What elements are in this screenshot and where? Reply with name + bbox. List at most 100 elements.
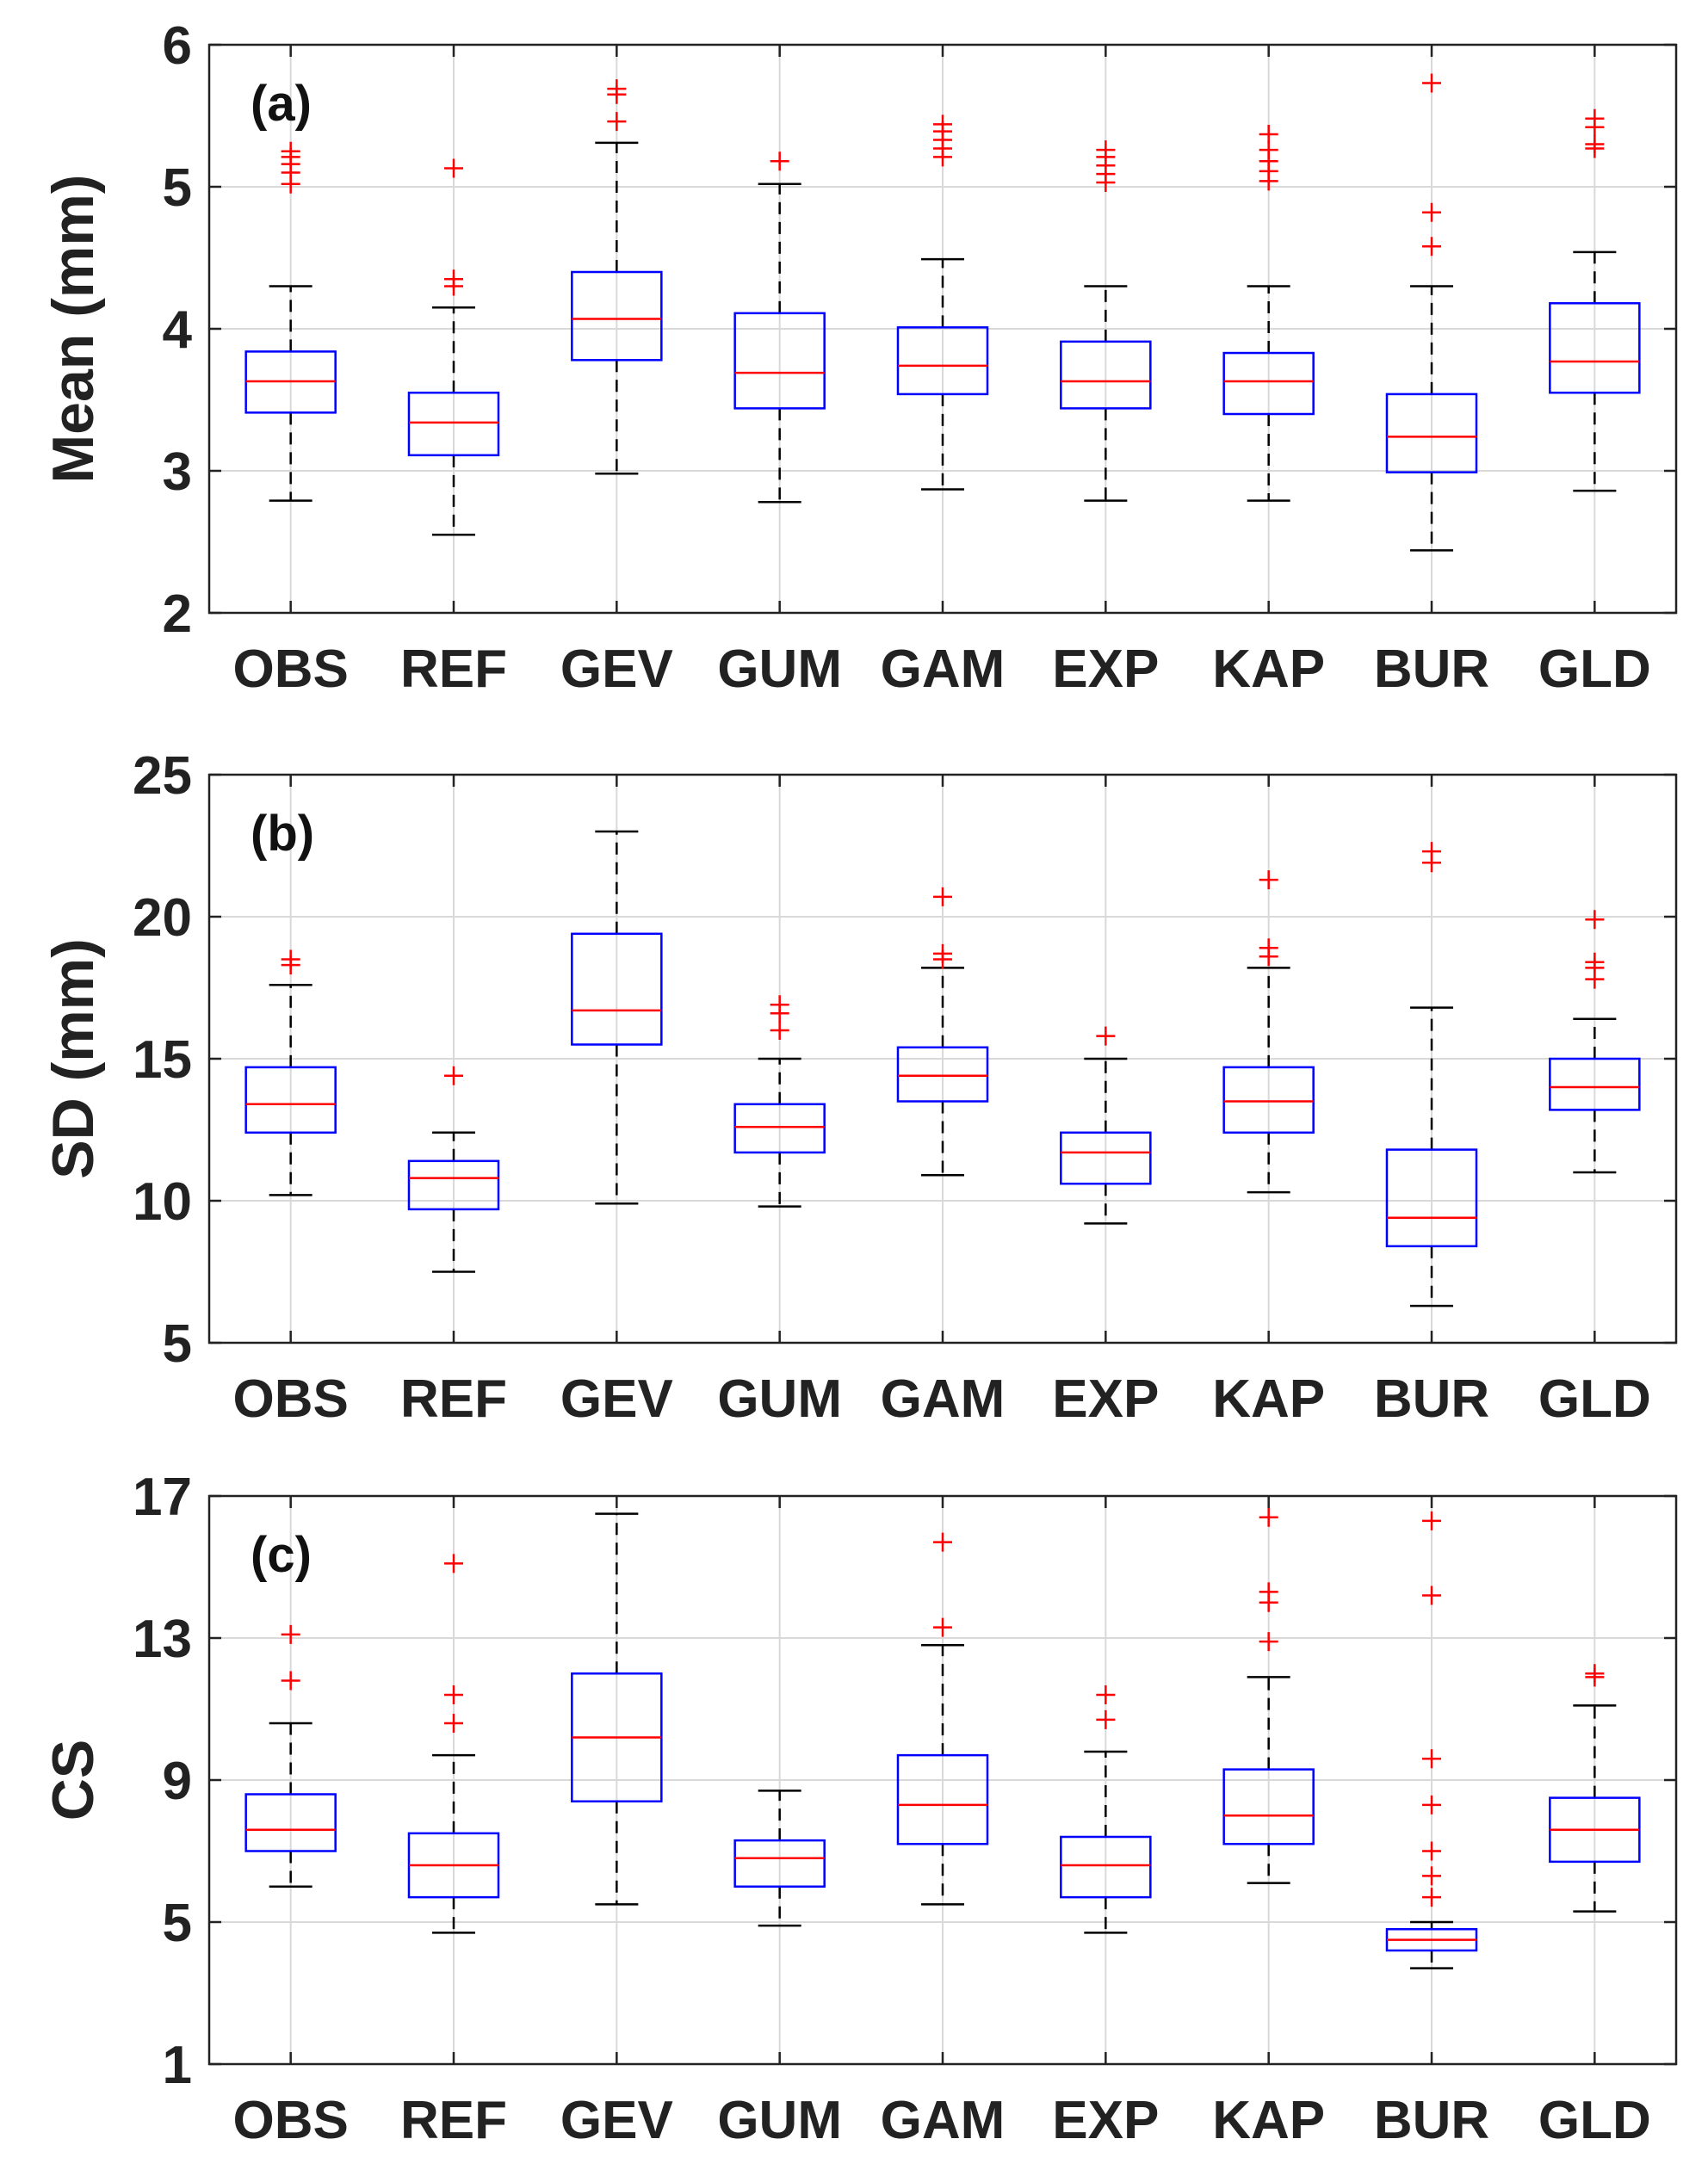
y-tick-label: 13 xyxy=(133,1610,192,1669)
iqr-box xyxy=(244,1793,337,1852)
x-tick-label-gev: GEV xyxy=(560,640,673,699)
x-tick-label-bur: BUR xyxy=(1374,1369,1489,1429)
iqr-box xyxy=(733,1839,826,1888)
y-tick-label: 4 xyxy=(163,300,193,360)
x-tick-label-gum: GUM xyxy=(717,640,842,699)
y-tick-label: 10 xyxy=(133,1172,192,1232)
box-group-kap xyxy=(1222,870,1315,1194)
iqr-box xyxy=(1385,393,1478,473)
outlier-marker xyxy=(1259,1582,1278,1602)
outlier-marker xyxy=(607,112,627,132)
iqr-box xyxy=(1549,302,1641,394)
iqr-box xyxy=(1060,1131,1152,1185)
iqr-box xyxy=(1549,1057,1641,1111)
outlier-marker xyxy=(1259,124,1278,144)
box-group-obs xyxy=(244,1624,337,1888)
outlier-marker xyxy=(444,1714,463,1733)
outlier-marker xyxy=(933,1532,952,1552)
y-tick-label: 20 xyxy=(133,888,192,948)
x-tick-label-exp: EXP xyxy=(1052,640,1159,699)
y-axis-label: Mean (mm) xyxy=(40,175,106,484)
iqr-box xyxy=(571,932,663,1046)
outlier-marker xyxy=(281,141,300,161)
iqr-box xyxy=(1222,1768,1315,1845)
x-tick-label-gld: GLD xyxy=(1538,2091,1651,2150)
iqr-box xyxy=(1222,1066,1315,1134)
outlier-marker xyxy=(1422,237,1441,257)
panel-b-sd: 5 10 15 20 25 OBS REF GEV GUM GAM EXP KAP BUR GLD SD (… xyxy=(40,746,1678,1429)
outlier-marker xyxy=(770,151,789,171)
outlier-marker xyxy=(1259,1632,1278,1652)
outlier-marker xyxy=(1096,1685,1116,1704)
outlier-marker xyxy=(281,949,300,969)
box-group-gam xyxy=(896,1532,989,1906)
y-tick-label: 2 xyxy=(163,584,192,644)
y-axis-label: SD (mm) xyxy=(40,938,106,1179)
outlier-marker xyxy=(770,995,789,1015)
outlier-marker xyxy=(444,269,463,289)
iqr-box xyxy=(1385,1148,1478,1248)
y-tick-label: 9 xyxy=(163,1752,192,1811)
outlier-marker xyxy=(1422,1866,1441,1886)
outlier-marker xyxy=(1259,1507,1278,1527)
box-group-exp xyxy=(1060,1685,1152,1934)
panel-c-cs: 1 5 9 13 17 OBS REF GEV GUM GAM EXP KAP BUR GLD CS (c) xyxy=(40,1468,1678,2150)
x-tick-label-gam: GAM xyxy=(881,2091,1006,2150)
x-tick-label-ref: REF xyxy=(400,640,507,699)
iqr-box xyxy=(896,1753,989,1845)
outlier-marker xyxy=(1422,1795,1441,1814)
outlier-marker xyxy=(444,158,463,178)
y-tick-label: 25 xyxy=(133,746,192,806)
outlier-marker xyxy=(1422,1586,1441,1605)
iqr-box xyxy=(733,312,826,410)
x-tick-label-ref: REF xyxy=(400,2091,507,2150)
x-tick-label-gev: GEV xyxy=(560,2091,673,2150)
box-group-gam xyxy=(896,114,989,491)
box-group-gev xyxy=(571,830,663,1205)
outlier-marker xyxy=(281,1624,300,1644)
box-group-ref xyxy=(407,1066,500,1273)
y-tick-label: 5 xyxy=(163,1314,192,1374)
y-tick-label: 3 xyxy=(163,442,192,502)
box-group-exp xyxy=(1060,140,1152,502)
x-tick-label-obs: OBS xyxy=(232,2091,348,2150)
x-tick-label-gld: GLD xyxy=(1538,1369,1651,1429)
box-group-kap xyxy=(1222,124,1315,502)
y-tick-label: 15 xyxy=(133,1030,192,1090)
outlier-marker xyxy=(1096,1026,1116,1046)
x-tick-label-exp: EXP xyxy=(1052,2091,1159,2150)
x-tick-label-gum: GUM xyxy=(717,1369,842,1429)
outlier-marker xyxy=(1422,1841,1441,1861)
box-group-gld xyxy=(1549,910,1641,1174)
box-group-gum xyxy=(733,995,826,1208)
iqr-box xyxy=(1222,351,1315,416)
iqr-box xyxy=(1060,1835,1152,1899)
x-tick-label-obs: OBS xyxy=(232,640,348,699)
outlier-marker xyxy=(1259,870,1278,890)
outlier-marker xyxy=(1585,910,1605,930)
outlier-marker xyxy=(770,1021,789,1040)
box-group-bur xyxy=(1385,842,1478,1307)
panel-a-mean: 2 3 4 5 6 OBS REF GEV GUM GAM EXP KAP BUR GLD Mean (mm… xyxy=(40,16,1678,699)
x-tick-label-gam: GAM xyxy=(881,1369,1006,1429)
outlier-marker xyxy=(1585,1664,1605,1684)
box-group-gev xyxy=(571,1512,663,1906)
x-tick-label-obs: OBS xyxy=(232,1369,348,1429)
box-group-ref xyxy=(407,158,500,536)
x-tick-label-kap: KAP xyxy=(1212,1369,1325,1429)
x-tick-label-gld: GLD xyxy=(1538,640,1651,699)
iqr-box xyxy=(896,326,989,396)
y-tick-label: 5 xyxy=(163,1894,192,1953)
outlier-marker xyxy=(933,887,952,906)
panel-label: (b) xyxy=(251,806,314,862)
box-group-ref xyxy=(407,1554,500,1934)
outlier-marker xyxy=(607,79,627,99)
box-group-bur xyxy=(1385,73,1478,552)
y-tick-label: 1 xyxy=(163,2036,192,2095)
x-tick-label-kap: KAP xyxy=(1212,2091,1325,2150)
x-tick-label-gum: GUM xyxy=(717,2091,842,2150)
outlier-marker xyxy=(444,1066,463,1085)
box-group-gld xyxy=(1549,108,1641,492)
outlier-marker xyxy=(444,1554,463,1573)
